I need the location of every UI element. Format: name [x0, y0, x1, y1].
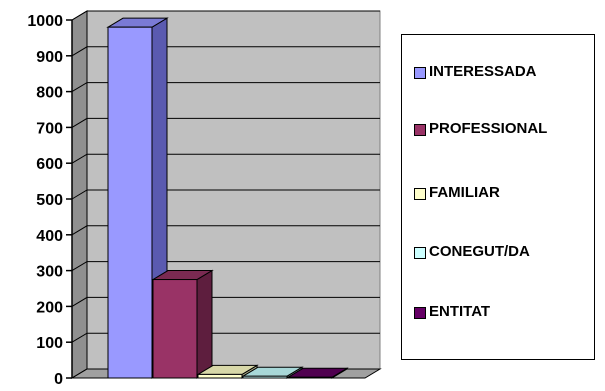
legend-item-familiar: FAMILIAR — [414, 184, 589, 202]
y-tick-label: 500 — [36, 192, 63, 209]
y-tick-label: 1000 — [27, 13, 63, 30]
y-tick-label: 200 — [36, 299, 63, 316]
y-tick-label: 400 — [36, 228, 63, 245]
legend-label: PROFESSIONAL — [429, 120, 548, 137]
y-tick-label: 100 — [36, 335, 63, 352]
legend-label: ENTITAT — [429, 303, 491, 320]
bars — [106, 17, 349, 379]
bar-front — [197, 373, 243, 379]
legend-item-interessada: INTERESSADA — [414, 63, 589, 81]
legend-label: INTERESSADA — [429, 63, 537, 80]
y-axis: 0 100 200 300 400 500 600 700 800 900 1000 — [27, 13, 73, 388]
gridline — [71, 189, 380, 200]
gridline — [71, 117, 380, 128]
legend-item-professional: PROFESSIONAL — [414, 120, 589, 138]
legend-item-conegut-da: CONEGUT/DA — [414, 243, 589, 261]
y-tick-label: 900 — [36, 49, 63, 66]
legend: INTERESSADA PROFESSIONAL FAMILIAR CONEGU… — [401, 34, 595, 360]
legend-swatch — [414, 124, 426, 136]
legend-item-entitat: ENTITAT — [414, 303, 589, 321]
gridline — [71, 10, 380, 21]
bar-front — [242, 375, 288, 379]
y-tick-label: 800 — [36, 85, 63, 102]
bar-side — [196, 269, 213, 379]
bar-chart: 0 100 200 300 400 500 600 700 800 900 1000 — [27, 10, 382, 388]
gridline — [71, 82, 380, 93]
bar-front — [152, 279, 198, 379]
bar-familiar — [196, 364, 259, 379]
bar-front — [287, 376, 333, 379]
gridline — [71, 153, 380, 164]
y-tick-label: 700 — [36, 120, 63, 137]
legend-swatch — [414, 247, 426, 259]
gridline — [71, 261, 380, 272]
gridline — [71, 296, 380, 307]
gridline — [71, 46, 380, 57]
legend-swatch — [414, 67, 426, 79]
legend-swatch — [414, 307, 426, 319]
bar-professional — [151, 269, 214, 379]
y-tick-label: 0 — [54, 371, 63, 388]
legend-label: FAMILIAR — [429, 184, 500, 201]
gridline — [71, 332, 380, 343]
gridline — [71, 225, 380, 236]
bar-front — [107, 26, 153, 379]
legend-swatch — [414, 188, 426, 200]
bar-entitat — [286, 367, 349, 379]
y-tick-label: 300 — [36, 264, 63, 281]
gridlines — [71, 10, 380, 379]
y-tick-label: 600 — [36, 156, 63, 173]
legend-label: CONEGUT/DA — [429, 243, 530, 260]
